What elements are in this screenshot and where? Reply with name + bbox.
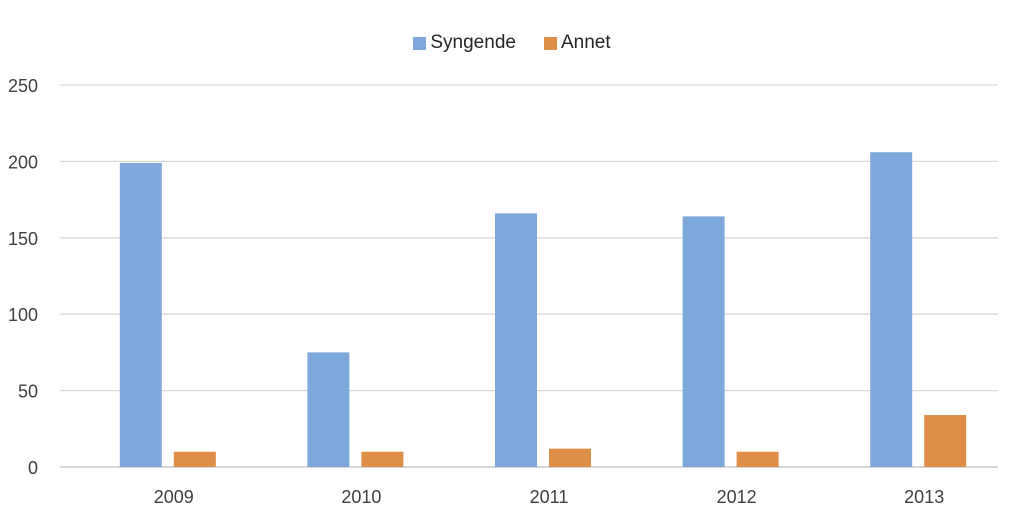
bar-syngende-2013: [870, 152, 913, 467]
y-tick-label: 0: [28, 458, 38, 478]
legend-swatch-annet: [543, 36, 557, 50]
bar-annet-2012: [736, 451, 779, 467]
bar-annet-2011: [549, 448, 591, 467]
x-tick-label: 2012: [717, 487, 757, 507]
bar-syngende-2009: [119, 162, 162, 468]
y-tick-label: 150: [8, 229, 38, 249]
x-tick-label: 2011: [530, 487, 569, 507]
bar-annet-2010: [361, 451, 404, 467]
bar-syngende-2010: [307, 352, 350, 467]
y-tick-label: 50: [18, 382, 38, 402]
y-tick-label: 100: [8, 305, 38, 325]
bar-annet-2013: [924, 415, 967, 467]
legend-swatch-syngende: [413, 36, 427, 50]
x-tick-label: 2009: [154, 487, 194, 507]
x-tick-label: 2013: [904, 487, 944, 507]
bar-syngende-2011: [495, 213, 537, 467]
legend-label-syngende: Syngende: [430, 32, 516, 53]
x-tick-label: 2010: [341, 487, 381, 507]
legend-item-syngende: Syngende: [413, 32, 516, 54]
y-tick-label: 250: [8, 76, 38, 96]
legend-item-annet: Annet: [543, 32, 611, 54]
legend: Syngende Annet: [0, 32, 1024, 54]
legend-label-annet: Annet: [560, 32, 611, 53]
y-tick-label: 200: [8, 152, 38, 172]
bar-syngende-2012: [682, 216, 725, 467]
bar-annet-2009: [173, 451, 216, 467]
